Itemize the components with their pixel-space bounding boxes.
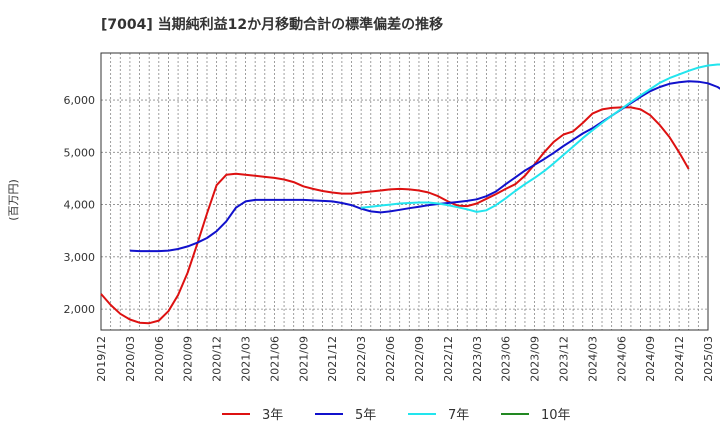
x-tick-label: 2020/06 [153, 336, 166, 382]
x-tick-label: 2024/06 [615, 336, 628, 382]
x-tick-label: 2020/03 [124, 336, 137, 382]
x-tick-label: 2023/09 [529, 336, 542, 382]
x-tick-label: 2024/09 [644, 336, 657, 382]
x-tick-label: 2020/12 [211, 336, 224, 382]
x-tick-label: 2021/03 [240, 336, 253, 382]
y-tick-label: 6,000 [64, 94, 96, 107]
series-group [100, 63, 720, 325]
x-tick-label: 2023/12 [557, 336, 570, 382]
legend-label-1: 3年 [262, 408, 283, 423]
x-tick-label: 2022/12 [442, 336, 455, 382]
x-tick-label: 2019/12 [95, 336, 108, 382]
x-tick-label: 2024/03 [586, 336, 599, 382]
chart-title: [7004] 当期純利益12か月移動合計の標準偏差の推移 [101, 17, 444, 33]
y-tick-label: 5,000 [64, 146, 96, 159]
x-tick-label: 2021/09 [297, 336, 310, 382]
x-tick-label: 2021/06 [268, 336, 281, 382]
x-tick-label: 2022/06 [384, 336, 397, 382]
plot-background [101, 53, 708, 330]
y-axis: 2,000 3,000 4,000 5,000 6,000 [64, 94, 96, 316]
x-tick-label: 2020/09 [182, 336, 195, 382]
y-axis-label: (百万円) [7, 179, 20, 221]
x-tick-label: 2021/12 [326, 336, 339, 382]
x-tick-label: 2024/12 [673, 336, 686, 382]
legend-label-2: 5年 [355, 408, 376, 423]
x-tick-label: 2025/03 [702, 336, 715, 382]
grid [101, 53, 708, 330]
series-line-3 [360, 63, 720, 213]
x-tick-label: 2023/06 [500, 336, 513, 382]
x-tick-label: 2023/03 [471, 336, 484, 382]
plot-frame [100, 52, 709, 331]
legend: 3年 5年 7年 10年 [222, 408, 571, 423]
y-tick-label: 2,000 [64, 303, 96, 316]
x-tick-label: 2022/09 [413, 336, 426, 382]
x-axis: 2019/12 2020/03 2020/06 2020/09 2020/12 2021/… [95, 336, 715, 382]
series-line-1 [100, 106, 690, 325]
y-tick-label: 3,000 [64, 251, 96, 264]
x-tick-label: 2022/03 [355, 336, 368, 382]
legend-label-4: 10年 [541, 408, 571, 423]
legend-label-3: 7年 [448, 408, 469, 423]
y-tick-label: 4,000 [64, 199, 96, 212]
